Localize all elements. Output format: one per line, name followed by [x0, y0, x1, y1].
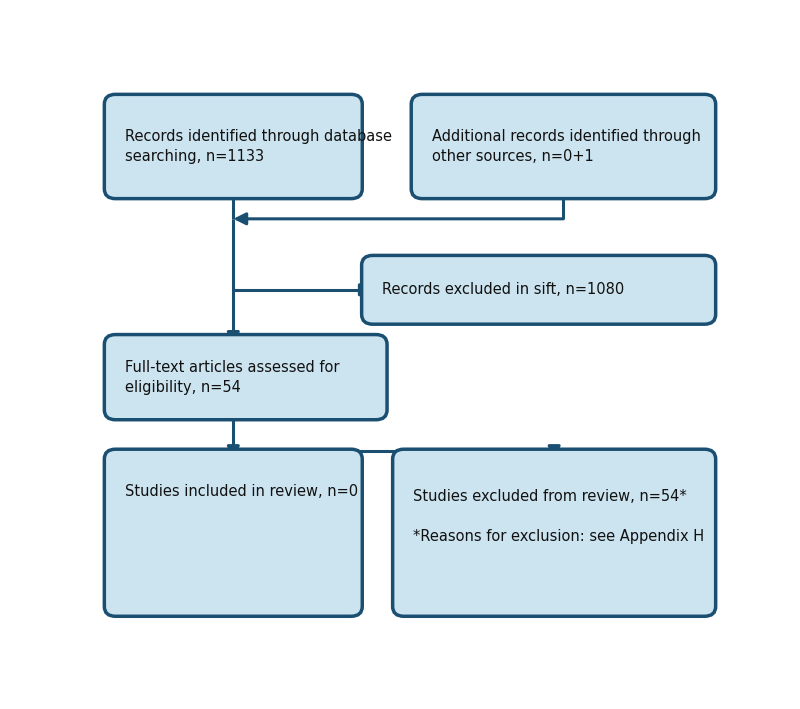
Text: Full-text articles assessed for
eligibility, n=54: Full-text articles assessed for eligibil…: [125, 359, 339, 394]
Text: Records excluded in sift, n=1080: Records excluded in sift, n=1080: [382, 282, 624, 297]
Text: Studies excluded from review, n=54*

*Reasons for exclusion: see Appendix H: Studies excluded from review, n=54* *Rea…: [413, 489, 704, 544]
FancyBboxPatch shape: [104, 450, 362, 616]
FancyBboxPatch shape: [104, 94, 362, 199]
FancyBboxPatch shape: [411, 94, 716, 199]
FancyBboxPatch shape: [362, 255, 716, 324]
Text: Additional records identified through
other sources, n=0+1: Additional records identified through ot…: [432, 129, 701, 164]
Text: Records identified through database
searching, n=1133: Records identified through database sear…: [125, 129, 392, 164]
Text: Studies included in review, n=0: Studies included in review, n=0: [125, 484, 358, 498]
FancyBboxPatch shape: [104, 335, 387, 420]
FancyBboxPatch shape: [393, 450, 716, 616]
